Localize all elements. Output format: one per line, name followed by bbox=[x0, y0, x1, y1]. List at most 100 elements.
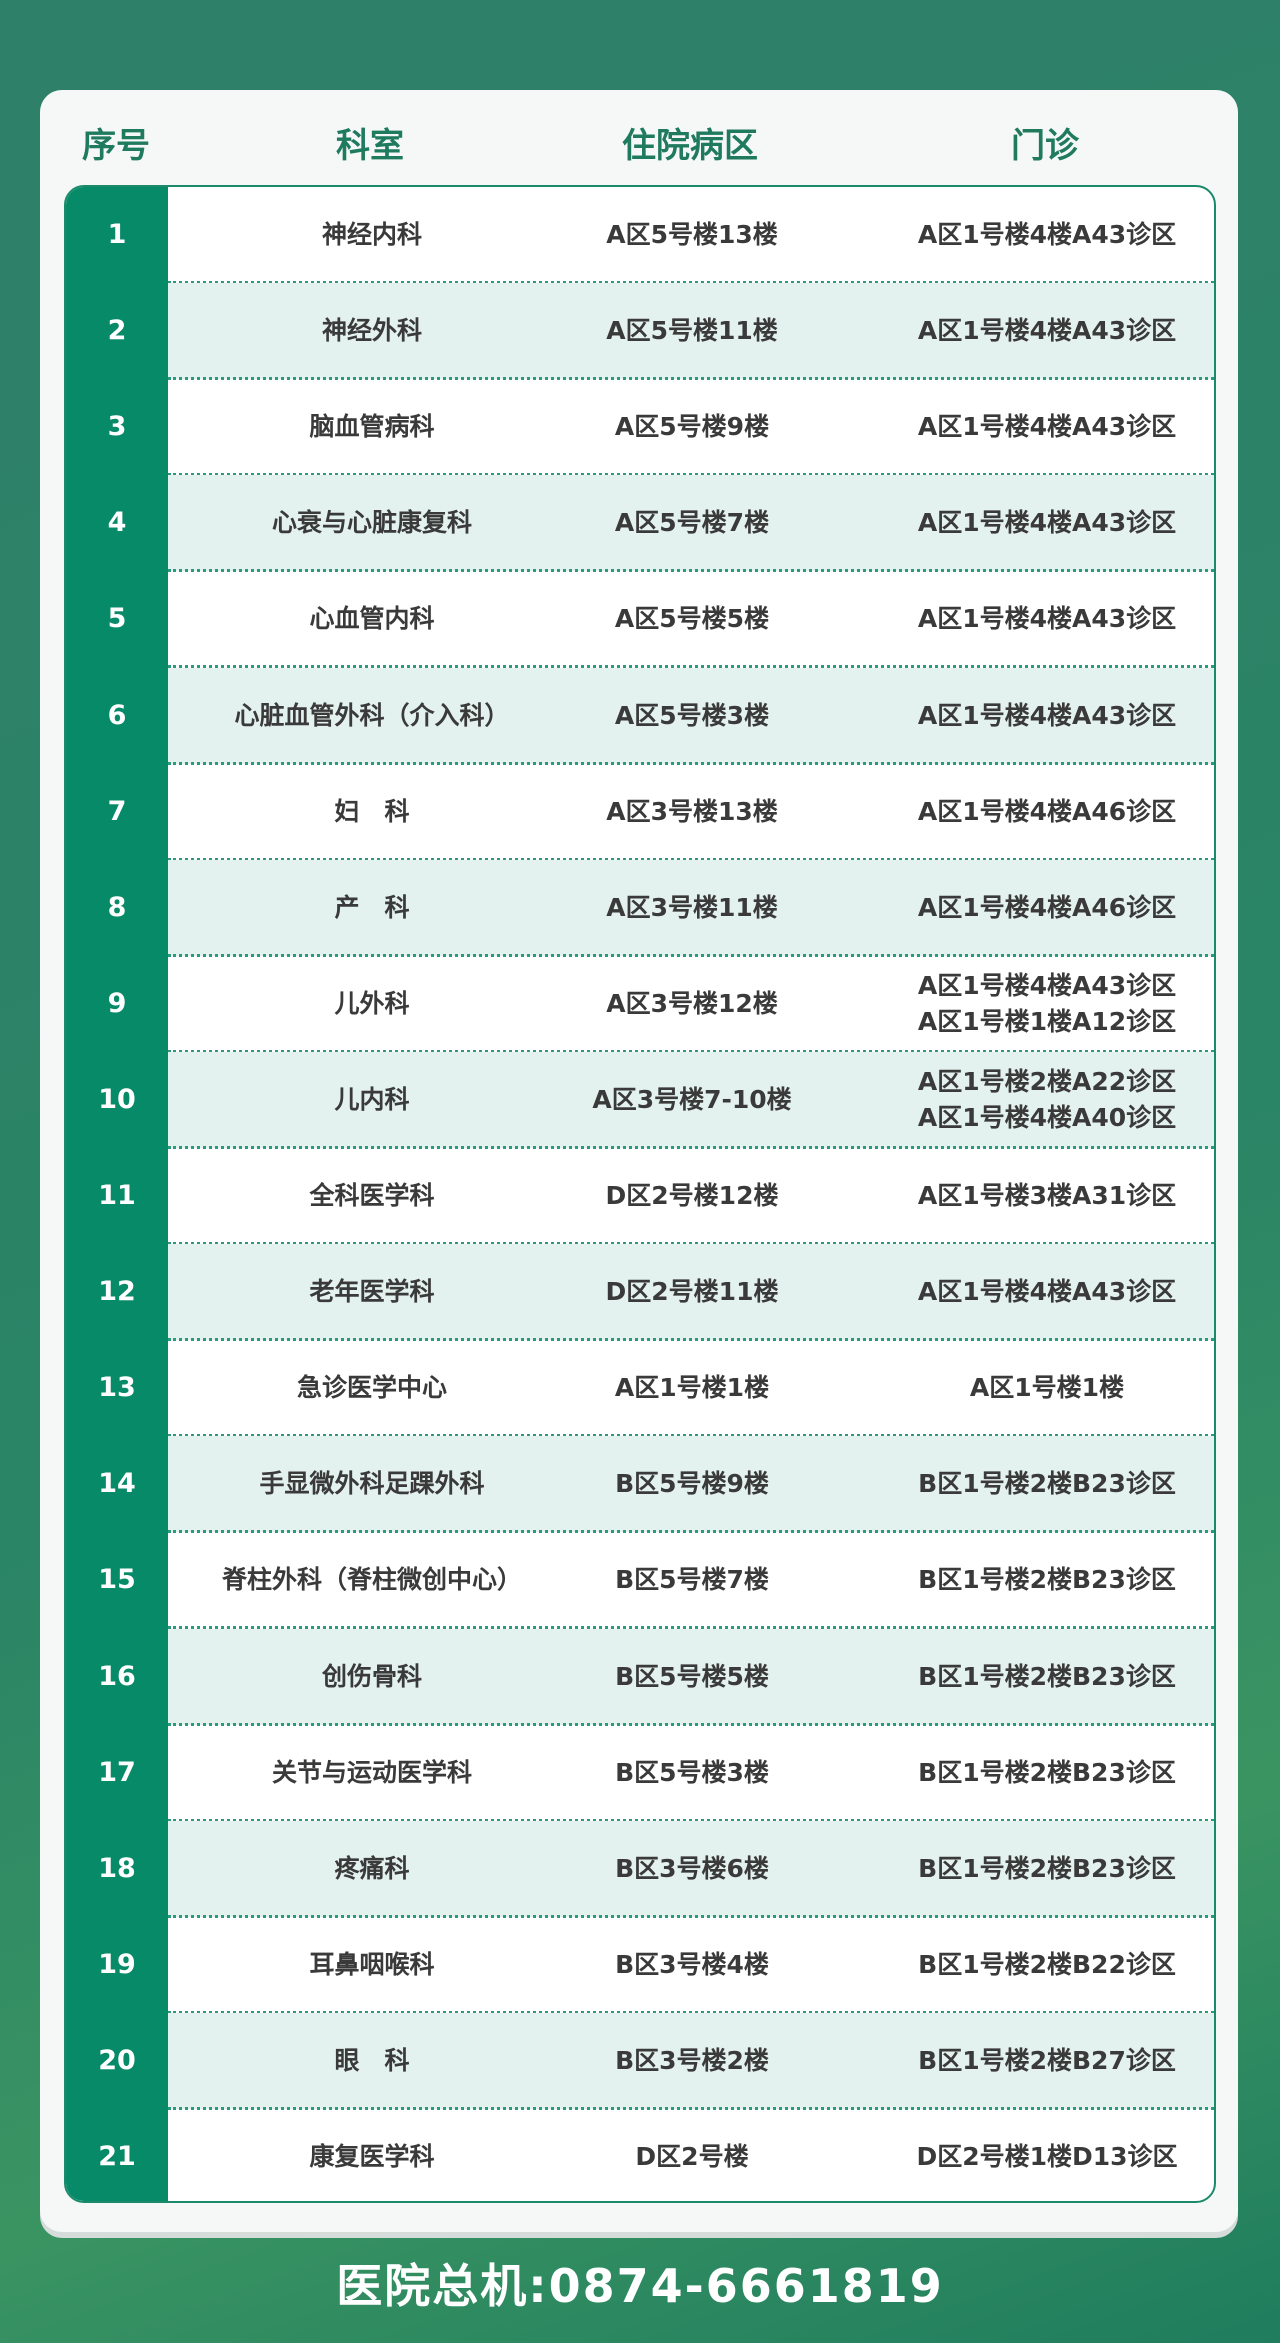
table-row: 3 脑血管病科 A区5号楼9楼 A区1号楼4楼A43诊区 bbox=[66, 379, 1214, 477]
table-row: 20 眼 科 B区3号楼2楼 B区1号楼2楼B27诊区 bbox=[66, 2012, 1214, 2110]
clinic-location: B区1号楼2楼B23诊区 bbox=[918, 1725, 1176, 1821]
table-row: 16 创伤骨科 B区5号楼5楼 B区1号楼2楼B23诊区 bbox=[66, 1628, 1214, 1726]
table-row: 17 关节与运动医学科 B区5号楼3楼 B区1号楼2楼B23诊区 bbox=[66, 1725, 1214, 1822]
clinic-location: B区1号楼2楼B22诊区 bbox=[918, 1917, 1176, 2013]
row-divider bbox=[168, 1145, 1214, 1149]
row-index: 18 bbox=[98, 1852, 136, 1884]
ward-location: B区3号楼6楼 bbox=[615, 1853, 769, 1883]
department-name: 神经外科 bbox=[321, 316, 423, 346]
clinic-line: A区1号楼4楼A43诊区 bbox=[917, 220, 1177, 250]
ward-location: A区5号楼3楼 bbox=[614, 700, 770, 730]
row-divider bbox=[168, 1722, 1214, 1726]
row-index: 14 bbox=[98, 1468, 136, 1500]
clinic-location: A区1号楼4楼A43诊区 bbox=[918, 187, 1176, 283]
clinic-line: A区1号楼4楼A46诊区 bbox=[917, 796, 1177, 826]
clinic-location: B区1号楼2楼B23诊区 bbox=[918, 1821, 1176, 1917]
ward-location: A区1号楼1楼 bbox=[614, 1373, 770, 1403]
department-name: 心衰与心脏康复科 bbox=[271, 508, 473, 538]
table-row: 7 妇 科 A区3号楼13楼 A区1号楼4楼A46诊区 bbox=[66, 764, 1214, 861]
clinic-location: A区1号楼4楼A43诊区 bbox=[918, 475, 1176, 571]
row-index: 9 bbox=[107, 987, 127, 1019]
table-row: 5 心血管内科 A区5号楼5楼 A区1号楼4楼A43诊区 bbox=[66, 571, 1214, 669]
clinic-line: A区1号楼4楼A40诊区 bbox=[917, 1102, 1177, 1132]
table-row: 9 儿外科 A区3号楼12楼 A区1号楼4楼A43诊区 A区1号楼1楼A12诊区 bbox=[66, 956, 1214, 1053]
table-header: 序号 科室 住院病区 门诊 bbox=[40, 90, 1238, 185]
clinic-location: A区1号楼4楼A43诊区 A区1号楼1楼A12诊区 bbox=[918, 956, 1176, 1052]
clinic-line: A区1号楼4楼A43诊区 bbox=[917, 1277, 1177, 1307]
clinic-location: A区1号楼1楼 bbox=[970, 1340, 1124, 1436]
ward-location: B区3号楼4楼 bbox=[615, 1949, 769, 1979]
table-row: 15 脊柱外科（脊柱微创中心） B区5号楼7楼 B区1号楼2楼B23诊区 bbox=[66, 1532, 1214, 1630]
row-divider bbox=[168, 1242, 1214, 1246]
row-index: 15 bbox=[98, 1564, 136, 1596]
clinic-location: D区2号楼1楼D13诊区 bbox=[916, 2109, 1178, 2201]
table-row: 6 心脏血管外科（介入科） A区5号楼3楼 A区1号楼4楼A43诊区 bbox=[66, 667, 1214, 765]
row-divider bbox=[168, 953, 1214, 957]
clinic-location: A区1号楼4楼A43诊区 bbox=[918, 668, 1176, 764]
ward-location: B区5号楼5楼 bbox=[615, 1661, 769, 1691]
department-name: 心脏血管外科（介入科） bbox=[234, 700, 510, 730]
row-index: 8 bbox=[107, 891, 127, 923]
row-divider bbox=[168, 1049, 1214, 1053]
department-name: 老年医学科 bbox=[309, 1277, 435, 1307]
clinic-line: B区1号楼2楼B27诊区 bbox=[918, 2045, 1176, 2075]
clinic-line: A区1号楼4楼A43诊区 bbox=[917, 316, 1177, 346]
department-table: 1 神经内科 A区5号楼13楼 A区1号楼4楼A43诊区 2 神经外科 A区5号楼11楼 A区… bbox=[64, 185, 1216, 2203]
row-divider bbox=[168, 2010, 1214, 2014]
header-index: 序号 bbox=[82, 126, 150, 166]
row-divider bbox=[168, 1914, 1214, 1918]
clinic-location: A区1号楼4楼A43诊区 bbox=[918, 571, 1176, 667]
department-table-card: 序号 科室 住院病区 门诊 1 神经内科 A区5号楼13楼 A区1号楼4楼A43诊区 2… bbox=[40, 90, 1238, 2232]
department-name: 耳鼻咽喉科 bbox=[309, 1949, 435, 1979]
row-divider bbox=[168, 1530, 1214, 1534]
clinic-line: B区1号楼2楼B23诊区 bbox=[918, 1469, 1176, 1499]
ward-location: B区3号楼2楼 bbox=[615, 2045, 769, 2075]
row-index: 5 bbox=[107, 603, 127, 635]
clinic-line: A区1号楼4楼A43诊区 bbox=[917, 700, 1177, 730]
clinic-location: A区1号楼4楼A43诊区 bbox=[918, 283, 1176, 379]
ward-location: D区2号楼11楼 bbox=[605, 1277, 779, 1307]
department-name: 康复医学科 bbox=[309, 2142, 435, 2172]
clinic-line: A区1号楼4楼A43诊区 bbox=[917, 508, 1177, 538]
row-index: 17 bbox=[98, 1756, 136, 1788]
ward-location: D区2号楼 bbox=[635, 2142, 749, 2172]
ward-location: A区3号楼7-10楼 bbox=[592, 1084, 792, 1114]
ward-location: A区5号楼13楼 bbox=[606, 220, 778, 250]
department-name: 疼痛科 bbox=[334, 1853, 410, 1883]
ward-location: A区5号楼9楼 bbox=[614, 412, 770, 442]
clinic-line: A区1号楼4楼A43诊区 bbox=[917, 970, 1177, 1000]
row-divider bbox=[168, 1434, 1214, 1438]
ward-location: A区5号楼11楼 bbox=[606, 316, 778, 346]
clinic-line: B区1号楼2楼B22诊区 bbox=[918, 1949, 1176, 1979]
row-divider bbox=[168, 1626, 1214, 1630]
clinic-line: A区1号楼4楼A43诊区 bbox=[917, 412, 1177, 442]
ward-location: A区5号楼5楼 bbox=[614, 604, 770, 634]
row-divider bbox=[168, 377, 1214, 381]
row-index: 12 bbox=[98, 1276, 136, 1308]
department-name: 急诊医学中心 bbox=[296, 1373, 448, 1403]
ward-location: A区3号楼11楼 bbox=[606, 892, 778, 922]
clinic-line: B区1号楼2楼B23诊区 bbox=[918, 1853, 1176, 1883]
clinic-location: A区1号楼3楼A31诊区 bbox=[918, 1148, 1176, 1244]
clinic-line: A区1号楼4楼A46诊区 bbox=[917, 892, 1177, 922]
department-name: 眼 科 bbox=[334, 2045, 410, 2075]
clinic-line: A区1号楼1楼A12诊区 bbox=[917, 1006, 1177, 1036]
row-divider bbox=[168, 761, 1214, 765]
row-index: 3 bbox=[107, 411, 127, 443]
clinic-line: B区1号楼2楼B23诊区 bbox=[918, 1565, 1176, 1595]
row-divider bbox=[168, 1338, 1214, 1342]
clinic-line: A区1号楼1楼 bbox=[969, 1373, 1125, 1403]
clinic-line: D区2号楼1楼D13诊区 bbox=[916, 2142, 1178, 2172]
clinic-location: B区1号楼2楼B23诊区 bbox=[918, 1629, 1176, 1725]
row-index: 20 bbox=[98, 2044, 136, 2076]
clinic-location: A区1号楼2楼A22诊区 A区1号楼4楼A40诊区 bbox=[918, 1052, 1176, 1148]
row-index: 13 bbox=[98, 1372, 136, 1404]
table-row: 14 手显微外科足踝外科 B区5号楼9楼 B区1号楼2楼B23诊区 bbox=[66, 1436, 1214, 1534]
table-row: 18 疼痛科 B区3号楼6楼 B区1号楼2楼B23诊区 bbox=[66, 1820, 1214, 1918]
department-name: 儿内科 bbox=[334, 1084, 410, 1114]
row-index: 19 bbox=[98, 1948, 136, 1980]
department-name: 关节与运动医学科 bbox=[271, 1757, 473, 1787]
row-index: 4 bbox=[107, 507, 127, 539]
header-ward: 住院病区 bbox=[622, 126, 758, 166]
ward-location: A区3号楼12楼 bbox=[606, 988, 778, 1018]
